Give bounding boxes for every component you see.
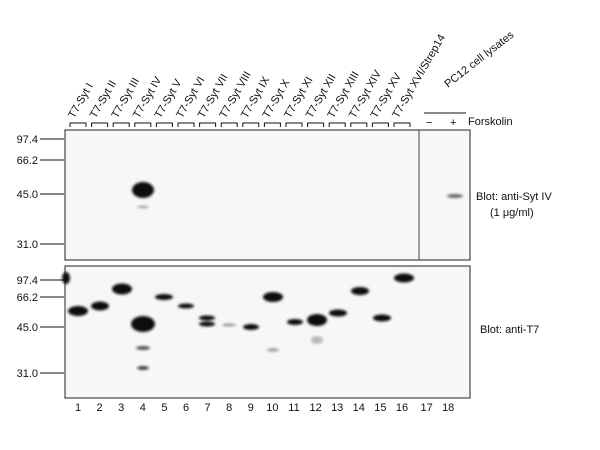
lane-number: 2 — [97, 402, 103, 414]
top-blot-label: Blot: anti-Syt IV — [476, 191, 552, 203]
lane-number: 5 — [161, 402, 167, 414]
lane-bracket — [328, 122, 346, 127]
lane-bracket — [155, 122, 173, 127]
lane-bracket — [91, 122, 109, 127]
concentration-label: (1 μg/ml) — [490, 207, 534, 219]
lane-number: 7 — [205, 402, 211, 414]
lane-bracket — [263, 122, 281, 127]
lane-bracket — [69, 122, 87, 127]
mw-marker: 97.4 — [17, 275, 38, 287]
mw-marker: 31.0 — [17, 368, 38, 380]
top-blot-panel — [64, 129, 471, 261]
lane-bracket — [393, 122, 411, 127]
lane-bracket — [220, 122, 238, 127]
forskolin-label: Forskolin — [468, 116, 513, 128]
mw-marker: 66.2 — [17, 155, 38, 167]
lane-number: 17 — [420, 402, 432, 414]
plus-label: + — [450, 117, 456, 129]
lane-bracket — [350, 122, 368, 127]
lane-bracket — [242, 122, 260, 127]
lane-bracket — [177, 122, 195, 127]
lane-number: 9 — [248, 402, 254, 414]
mw-marker: 45.0 — [17, 189, 38, 201]
lane-number: 18 — [442, 402, 454, 414]
lane-number: 10 — [266, 402, 278, 414]
bottom-blot-panel — [64, 265, 471, 399]
lane-bracket — [112, 122, 130, 127]
lane-number: 12 — [309, 402, 321, 414]
lane-bracket — [307, 122, 325, 127]
lane-number: 6 — [183, 402, 189, 414]
minus-label: − — [426, 117, 432, 129]
lane-bracket — [285, 122, 303, 127]
mw-marker: 45.0 — [17, 322, 38, 334]
lane-bracket — [134, 122, 152, 127]
mw-marker: 97.4 — [17, 134, 38, 146]
lane-number: 4 — [140, 402, 146, 414]
lane-number: 8 — [226, 402, 232, 414]
lane-bracket — [371, 122, 389, 127]
mw-marker: 66.2 — [17, 292, 38, 304]
bottom-blot-label: Blot: anti-T7 — [480, 324, 539, 336]
lane-bracket — [199, 122, 217, 127]
lane-number: 11 — [288, 402, 299, 414]
pc12-label: PC12 cell lysates — [442, 29, 516, 91]
lane-number: 15 — [374, 402, 386, 414]
lane-number: 13 — [331, 402, 343, 414]
lane-number: 14 — [353, 402, 365, 414]
mw-marker: 31.0 — [17, 239, 38, 251]
lane-number: 16 — [396, 402, 408, 414]
lane-number: 1 — [75, 402, 81, 414]
bands — [62, 182, 463, 370]
lane-number: 3 — [118, 402, 124, 414]
